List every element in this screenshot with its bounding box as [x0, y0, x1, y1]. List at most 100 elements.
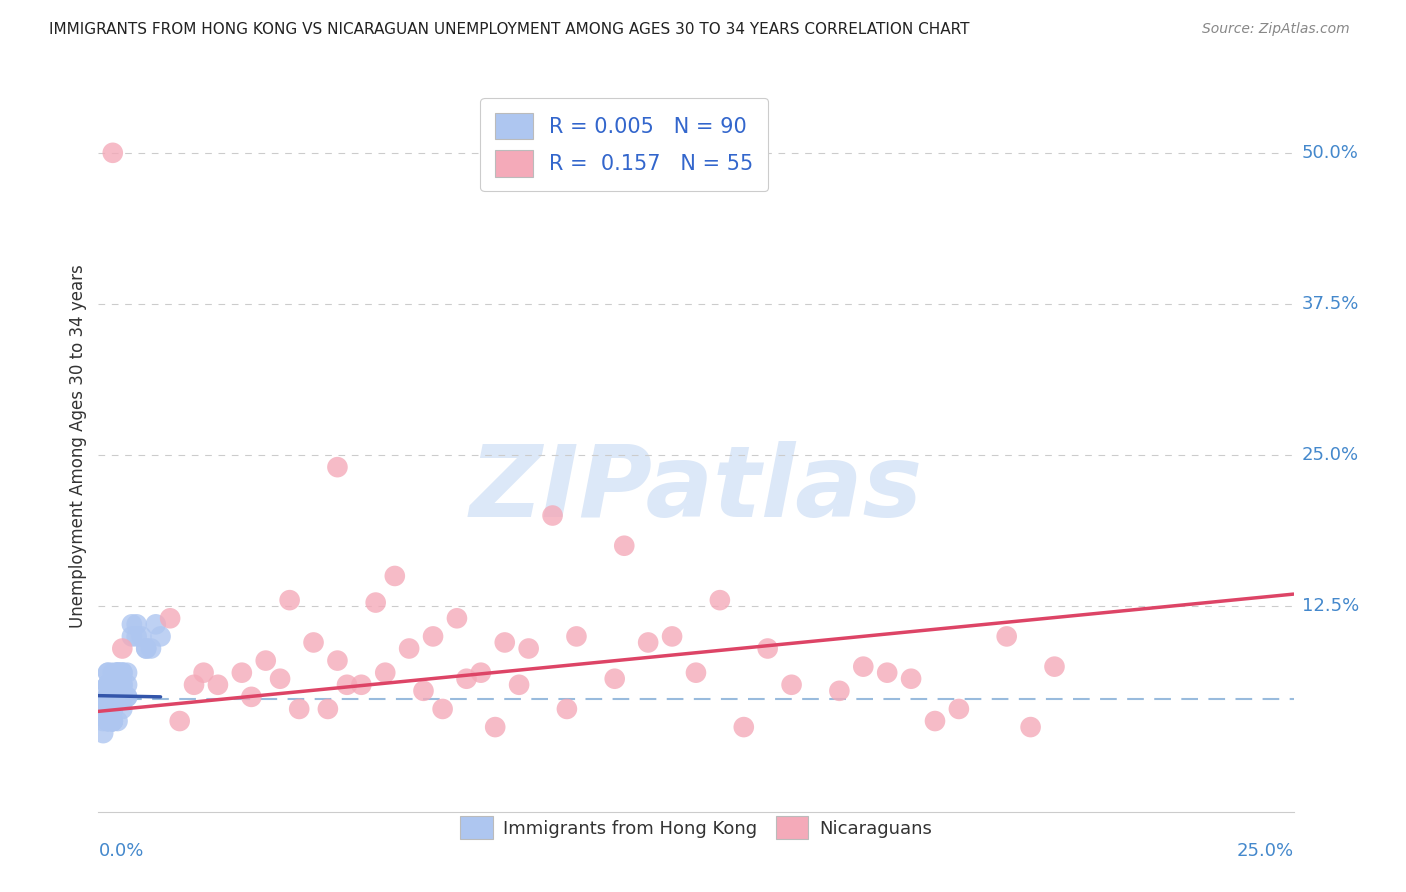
- Point: [111, 678, 134, 692]
- Point: [107, 690, 129, 704]
- Point: [432, 702, 454, 716]
- Point: [111, 665, 134, 680]
- Point: [97, 714, 120, 728]
- Legend: Immigrants from Hong Kong, Nicaraguans: Immigrants from Hong Kong, Nicaraguans: [453, 809, 939, 847]
- Point: [145, 617, 167, 632]
- Point: [91, 702, 114, 716]
- Point: [326, 654, 349, 668]
- Point: [111, 690, 134, 704]
- Point: [97, 665, 120, 680]
- Point: [107, 714, 129, 728]
- Point: [121, 617, 143, 632]
- Point: [101, 702, 124, 716]
- Point: [412, 683, 434, 698]
- Point: [115, 690, 138, 704]
- Point: [995, 629, 1018, 643]
- Point: [780, 678, 803, 692]
- Point: [948, 702, 970, 716]
- Point: [111, 690, 134, 704]
- Point: [97, 690, 120, 704]
- Point: [91, 702, 114, 716]
- Point: [924, 714, 946, 728]
- Text: 25.0%: 25.0%: [1236, 842, 1294, 860]
- Point: [97, 678, 120, 692]
- Text: 50.0%: 50.0%: [1302, 144, 1358, 161]
- Point: [91, 690, 114, 704]
- Point: [115, 690, 138, 704]
- Point: [316, 702, 339, 716]
- Text: ZIPatlas: ZIPatlas: [470, 442, 922, 539]
- Point: [97, 678, 120, 692]
- Point: [336, 678, 359, 692]
- Point: [101, 690, 124, 704]
- Point: [91, 702, 114, 716]
- Point: [101, 702, 124, 716]
- Point: [1019, 720, 1042, 734]
- Point: [97, 702, 120, 716]
- Point: [470, 665, 492, 680]
- Point: [97, 714, 120, 728]
- Point: [541, 508, 564, 523]
- Point: [374, 665, 396, 680]
- Point: [508, 678, 530, 692]
- Point: [733, 720, 755, 734]
- Point: [101, 714, 124, 728]
- Point: [183, 678, 205, 692]
- Text: 12.5%: 12.5%: [1302, 597, 1360, 615]
- Point: [302, 635, 325, 649]
- Point: [484, 720, 506, 734]
- Point: [231, 665, 253, 680]
- Y-axis label: Unemployment Among Ages 30 to 34 years: Unemployment Among Ages 30 to 34 years: [69, 264, 87, 628]
- Point: [101, 702, 124, 716]
- Point: [97, 690, 120, 704]
- Text: 0.0%: 0.0%: [98, 842, 143, 860]
- Point: [115, 665, 138, 680]
- Point: [101, 714, 124, 728]
- Point: [115, 678, 138, 692]
- Point: [350, 678, 373, 692]
- Point: [101, 702, 124, 716]
- Point: [97, 702, 120, 716]
- Point: [101, 702, 124, 716]
- Point: [446, 611, 468, 625]
- Point: [97, 665, 120, 680]
- Point: [125, 617, 148, 632]
- Point: [107, 678, 129, 692]
- Point: [101, 690, 124, 704]
- Point: [97, 702, 120, 716]
- Text: IMMIGRANTS FROM HONG KONG VS NICARAGUAN UNEMPLOYMENT AMONG AGES 30 TO 34 YEARS C: IMMIGRANTS FROM HONG KONG VS NICARAGUAN …: [49, 22, 970, 37]
- Point: [107, 690, 129, 704]
- Point: [685, 665, 707, 680]
- Point: [135, 641, 157, 656]
- Point: [97, 690, 120, 704]
- Point: [900, 672, 922, 686]
- Point: [107, 665, 129, 680]
- Point: [288, 702, 311, 716]
- Point: [101, 714, 124, 728]
- Point: [111, 690, 134, 704]
- Point: [101, 702, 124, 716]
- Point: [91, 702, 114, 716]
- Point: [97, 690, 120, 704]
- Point: [101, 714, 124, 728]
- Point: [91, 702, 114, 716]
- Point: [111, 665, 134, 680]
- Point: [101, 690, 124, 704]
- Point: [107, 665, 129, 680]
- Point: [125, 629, 148, 643]
- Point: [278, 593, 301, 607]
- Point: [107, 690, 129, 704]
- Point: [97, 678, 120, 692]
- Point: [107, 690, 129, 704]
- Point: [709, 593, 731, 607]
- Point: [111, 690, 134, 704]
- Point: [97, 690, 120, 704]
- Text: 25.0%: 25.0%: [1302, 446, 1360, 464]
- Point: [149, 629, 172, 643]
- Point: [101, 702, 124, 716]
- Point: [456, 672, 478, 686]
- Point: [326, 460, 349, 475]
- Point: [107, 665, 129, 680]
- Point: [661, 629, 683, 643]
- Point: [555, 702, 578, 716]
